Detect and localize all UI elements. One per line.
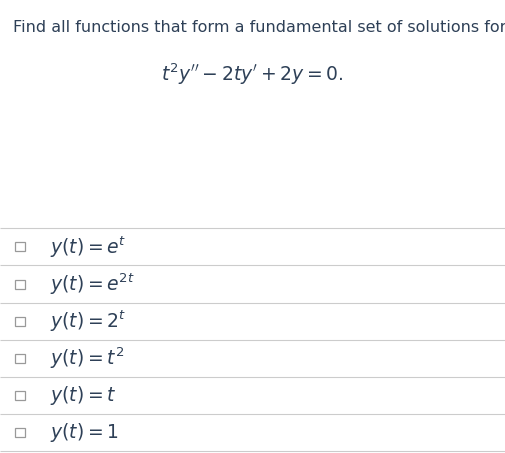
Bar (15, 391, 25, 400)
Text: $y(t) = e^{t}$: $y(t) = e^{t}$ (50, 234, 127, 260)
Text: $y(t) = e^{2t}$: $y(t) = e^{2t}$ (50, 271, 135, 297)
Text: $y(t) = 1$: $y(t) = 1$ (50, 421, 119, 444)
Bar (15, 242, 25, 251)
Text: $y(t) = t$: $y(t) = t$ (50, 384, 117, 407)
Bar (15, 280, 25, 289)
Text: $t^2y'' - 2ty' + 2y = 0.$: $t^2y'' - 2ty' + 2y = 0.$ (161, 61, 344, 87)
Bar (15, 428, 25, 437)
Text: Find all functions that form a fundamental set of solutions for: Find all functions that form a fundament… (13, 20, 505, 35)
Text: $y(t) = t^{2}$: $y(t) = t^{2}$ (50, 346, 125, 371)
Text: $y(t) = 2^{t}$: $y(t) = 2^{t}$ (50, 308, 127, 334)
Bar (15, 317, 25, 326)
Bar (15, 354, 25, 363)
